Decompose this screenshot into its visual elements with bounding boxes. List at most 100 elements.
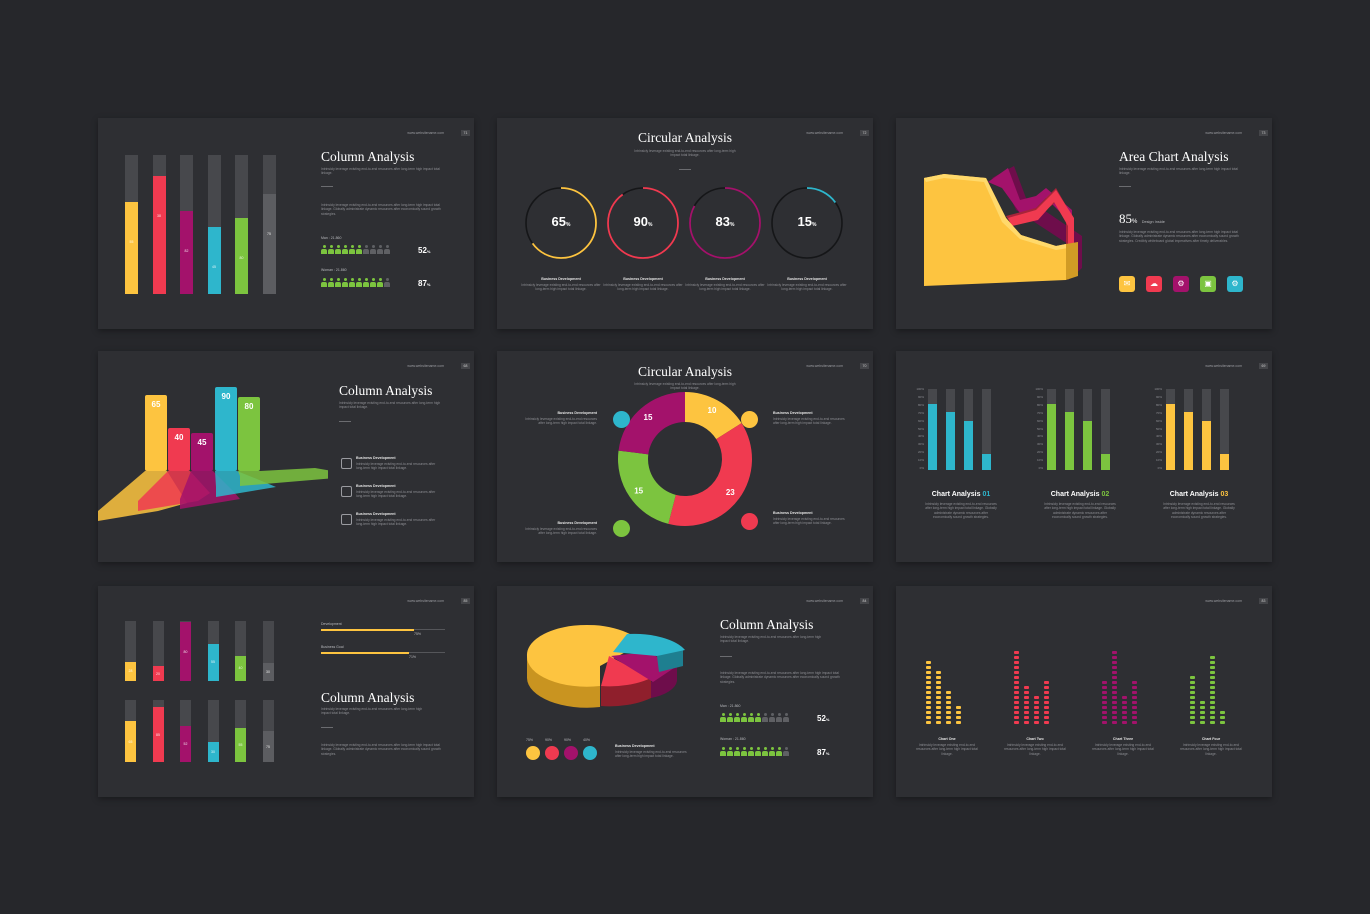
dot-column	[1112, 649, 1117, 724]
person-icon	[321, 245, 327, 254]
annotation-icon	[613, 520, 630, 537]
dot-cell	[1014, 720, 1019, 724]
dot-cell	[1014, 665, 1019, 670]
women-label: Woman : 21.860	[720, 737, 746, 741]
dot-cell	[1210, 720, 1215, 724]
chart-bar-fill	[1101, 453, 1110, 470]
business-dev-title: Business Development	[615, 744, 655, 748]
axis-tick: 50%	[1036, 426, 1043, 431]
feature-desc: Intrinsicly leverage existing end-to-end…	[356, 462, 436, 471]
slide-dot-charts[interactable]: www.websitename.com 83 Chart One Intrinsi…	[896, 586, 1272, 797]
dot-chart-desc: Intrinsicly leverage existing end-to-end…	[1180, 743, 1242, 756]
person-icon	[377, 278, 383, 287]
dot-cell	[926, 660, 931, 665]
dot-cell	[1112, 680, 1117, 685]
column-bar-fill	[152, 666, 164, 681]
chart-group-desc: Intrinsicly leverage existing end-to-end…	[1163, 502, 1235, 520]
person-icon	[384, 278, 390, 287]
axis-tick: 20%	[917, 450, 924, 455]
dot-cell	[936, 670, 941, 675]
legend-icon	[545, 746, 559, 760]
dot-cell	[946, 715, 951, 720]
dot-cell	[1132, 685, 1137, 690]
person-icon	[370, 278, 376, 287]
page-number: 69	[1259, 363, 1268, 369]
feature-icon[interactable]: ☁	[1146, 276, 1162, 292]
slide-title: Circular Analysis	[637, 130, 733, 145]
person-icon	[762, 747, 768, 756]
axis-tick: 70%	[917, 410, 924, 415]
ring-progress	[771, 187, 843, 259]
dot-cell	[1112, 720, 1117, 724]
feature-icon[interactable]: ⚙	[1173, 276, 1189, 292]
slide-circular-analysis-1[interactable]: www.websitename.com 72 Circular Analysis…	[497, 118, 873, 329]
dot-cell	[1210, 695, 1215, 700]
axis-tick: 10%	[1036, 458, 1043, 463]
column-bar: 75	[262, 700, 274, 762]
slide-chart-analysis-groups[interactable]: www.websitename.com 69 100% 90% 80% 70% 60% 5…	[896, 351, 1272, 562]
website-url: www.websitename.com	[1205, 364, 1242, 368]
dot-cell	[936, 705, 941, 710]
annotation-desc: Intrinsicly leverage existing end-to-end…	[525, 527, 597, 536]
axis-tick: 70%	[1155, 410, 1162, 415]
website-url: www.websitename.com	[806, 131, 843, 135]
slide-subtitle: Intrinsicly leverage existing end-to-end…	[1119, 167, 1238, 176]
dot-cell	[1014, 660, 1019, 665]
axis-tick: 100%	[916, 387, 924, 391]
dot-cell	[1210, 690, 1215, 695]
slide-column-analysis-3[interactable]: www.websitename.com 85 28 20 80 55 40 30 65 85 5…	[98, 586, 474, 797]
feature-icon[interactable]: ✉	[1119, 276, 1135, 292]
dot-cell	[1014, 700, 1019, 705]
axis-tick: 90%	[917, 394, 924, 399]
person-icon	[321, 278, 327, 287]
progress-track	[321, 628, 445, 631]
dot-cell	[956, 715, 961, 720]
dot-cell	[1200, 705, 1205, 710]
dot-cell	[1024, 695, 1029, 700]
dot-cell	[1200, 720, 1205, 724]
dot-cell	[1122, 715, 1127, 720]
column-bar-fill	[207, 643, 219, 681]
dot-cell	[1034, 710, 1039, 715]
feature-icon[interactable]: ⚙	[1227, 276, 1243, 292]
dot-cell	[1132, 690, 1137, 695]
chart-bar	[1184, 389, 1193, 470]
men-people-icons	[321, 245, 390, 254]
dot-cell	[1210, 680, 1215, 685]
progress-fill	[321, 651, 410, 654]
column-bar-fill	[152, 175, 166, 294]
axis-tick: 30%	[1155, 442, 1162, 447]
slide-circular-analysis-2[interactable]: www.websitename.com 70 Circular Analysis…	[497, 351, 873, 562]
dot-cell	[1102, 680, 1107, 685]
axis-tick: 90%	[1155, 394, 1162, 399]
feature-icon[interactable]: ▣	[1200, 276, 1216, 292]
feature-title: Business Development	[356, 484, 396, 488]
column-face	[191, 433, 213, 471]
dot-cell	[1102, 695, 1107, 700]
pie-cyan-top	[613, 633, 685, 656]
website-url: www.websitename.com	[806, 599, 843, 603]
chart-bar-fill	[1184, 411, 1193, 470]
column-floor	[180, 471, 240, 509]
axis-tick: 90%	[1036, 394, 1043, 399]
annotation-desc: Intrinsicly leverage existing end-to-end…	[525, 417, 597, 426]
ring-title: Business Development	[623, 277, 663, 281]
dot-cell	[946, 720, 951, 724]
column-bar-label: 38	[157, 213, 161, 218]
dot-cell	[926, 705, 931, 710]
axis-tick: 40%	[917, 434, 924, 439]
dot-cell	[1220, 710, 1225, 715]
slide-column-analysis-4[interactable]: www.websitename.com 84 75% 90% 90% 40% Busi…	[497, 586, 873, 797]
men-label: Man : 21.860	[720, 704, 741, 708]
slide-column-analysis-1[interactable]: www.websitename.com 71 55 38 82 45 80 75 Colu…	[98, 118, 474, 329]
dot-cell	[1190, 700, 1195, 705]
ring-title: Business Development	[705, 277, 745, 281]
slide-column-analysis-2[interactable]: www.websitename.com 68 65 40 45 90 80 Column…	[98, 351, 474, 562]
column-bar-fill	[235, 727, 246, 762]
chart-bar-fill	[946, 411, 955, 470]
slide-area-chart-analysis[interactable]: www.websitename.com 73 Area Chart Analys…	[896, 118, 1272, 329]
chart-bar	[1101, 389, 1110, 470]
annotation-title: Business Development	[773, 511, 813, 515]
dot-cell	[1044, 720, 1049, 724]
website-url: www.websitename.com	[407, 599, 444, 603]
